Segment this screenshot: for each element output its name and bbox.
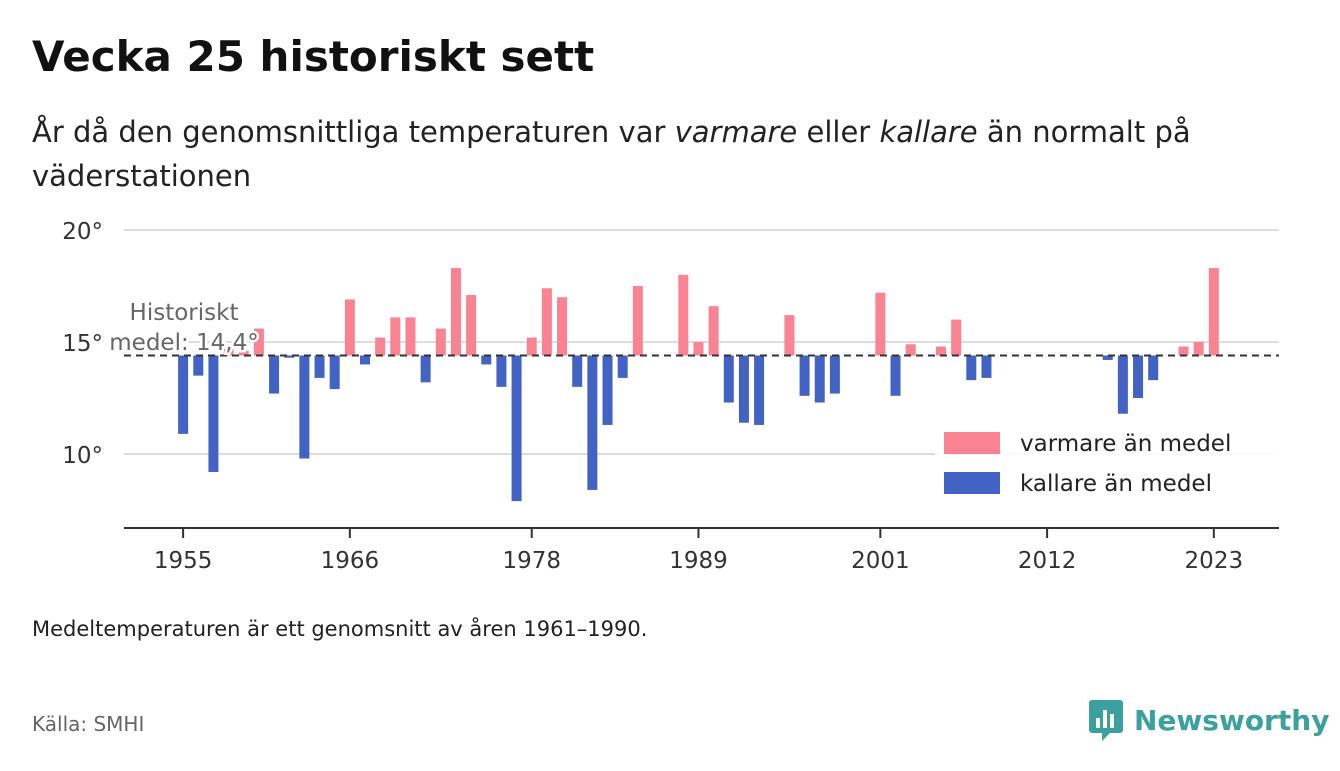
bar-2006 [951,319,962,356]
x-tick-label: 1955 [154,548,213,574]
baseline-label-line2: medel: 14,4° [109,330,258,356]
bar-1956 [193,355,204,376]
bar-1957 [208,355,219,472]
bar-1968 [375,337,386,356]
bar-1964 [314,355,325,378]
bar-1967 [360,355,371,365]
bar-1991 [723,355,734,403]
bar-1959 [238,350,249,356]
bar-2021 [1178,346,1189,356]
y-tick-label: 15° [62,331,103,357]
x-tick-label: 1989 [669,548,728,574]
bar-1971 [420,355,431,383]
bar-1966 [344,299,355,356]
bar-2023 [1208,268,1219,356]
brand-logo: Newsworthy [1088,698,1329,742]
bar-1982 [587,355,598,490]
legend-warm-label: varmare än medel [1020,431,1231,457]
bar-1995 [784,315,795,356]
bar-1978 [526,337,537,356]
bar-1998 [829,355,840,394]
bar-1962 [284,355,295,358]
bar-1980 [557,297,568,356]
legend-warm-swatch [944,432,1000,454]
legend-cold-label: kallare än medel [1020,471,1212,497]
bar-1973 [450,268,461,356]
x-tick-label: 2001 [851,548,910,574]
bar-2002 [890,355,901,396]
bar-1958 [223,348,234,356]
bar-1988 [678,274,689,356]
baseline-label-line1: Historiskt [130,300,239,326]
bar-1970 [405,317,416,356]
bar-1984 [617,355,628,378]
bar-2005 [935,346,946,356]
bar-1963 [299,355,310,459]
bar-1989 [693,342,704,356]
bar-1996 [799,355,810,396]
footnote: Medeltemperaturen är ett genomsnitt av å… [32,617,648,641]
bar-1965 [329,355,340,390]
bar-2008 [981,355,992,378]
bar-2007 [966,355,977,381]
bars [178,268,1219,502]
bar-2018 [1133,355,1144,399]
legend: varmare än medel kallare än medel [935,420,1280,512]
bar-1985 [632,286,643,356]
x-tick-label: 2023 [1185,548,1244,574]
y-axis: 10° 15° 20° [62,219,103,469]
subtitle-warm-word: varmare [674,115,798,149]
bar-2019 [1148,355,1159,381]
y-tick-label: 20° [62,219,103,245]
newsworthy-logo-icon [1089,700,1123,741]
bar-1960 [253,328,264,356]
bar-1992 [738,355,749,423]
bar-1972 [435,328,446,356]
subtitle-cold-word: kallare [879,115,978,149]
bar-1969 [390,317,401,356]
temperature-bar-chart: 10° 15° 20° Historiskt medel: 14,4° 1955 196… [62,219,1280,574]
bar-1955 [178,355,189,434]
bar-2016 [1102,355,1113,360]
bar-1961 [269,355,280,394]
chart-subtitle: År då den genomsnittliga temperaturen va… [32,115,1191,193]
bar-2001 [875,292,886,356]
bar-2017 [1117,355,1128,414]
source-label: Källa: SMHI [32,712,145,736]
bar-2003 [905,344,916,356]
baseline-label: Historiskt medel: 14,4° [107,298,261,359]
legend-cold-swatch [944,472,1000,494]
x-tick-label: 2012 [1018,548,1077,574]
bar-1975 [481,355,492,365]
bar-2022 [1193,342,1204,356]
chart-title: Vecka 25 historiskt sett [32,32,595,81]
bar-1979 [541,288,552,356]
x-tick-label: 1966 [321,548,380,574]
bar-1990 [708,306,719,356]
bar-1993 [754,355,765,425]
x-axis: 1955 1966 1978 1989 2001 2012 2023 [124,527,1279,574]
x-tick-label: 1978 [502,548,561,574]
bar-1977 [511,355,522,502]
bar-1976 [496,355,507,387]
bar-1974 [466,294,477,356]
bar-1983 [602,355,613,425]
bar-1981 [572,355,583,387]
bar-1997 [814,355,825,403]
y-tick-label: 10° [62,443,103,469]
brand-name: Newsworthy [1134,703,1330,737]
